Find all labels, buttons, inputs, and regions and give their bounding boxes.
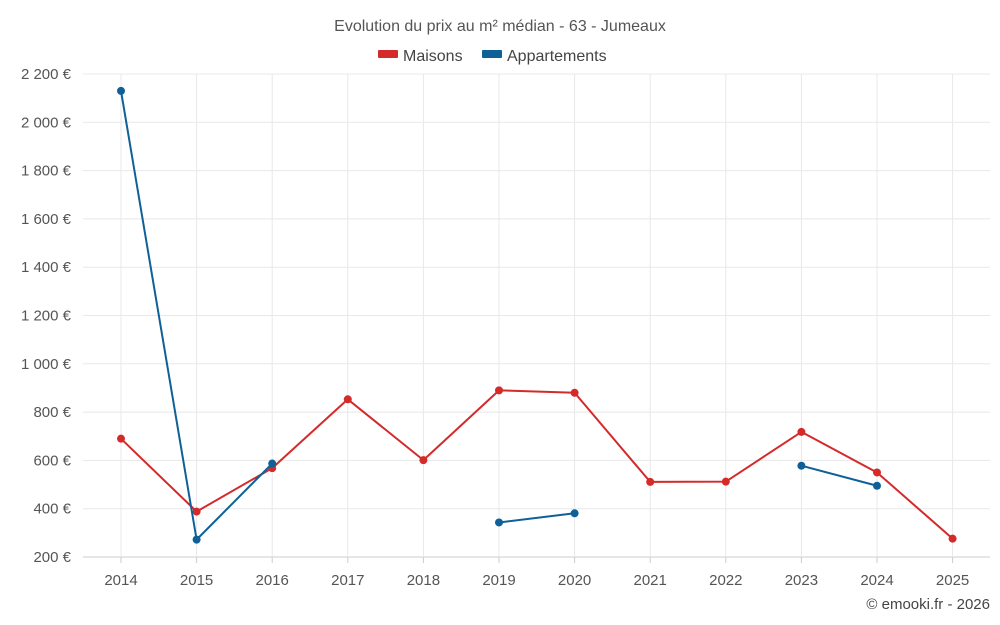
y-tick-label: 800 € — [33, 404, 71, 421]
x-tick-label: 2018 — [407, 572, 440, 589]
y-tick-label: 2 000 € — [21, 114, 72, 131]
data-point-maisons-2017[interactable] — [343, 395, 352, 404]
y-tick-label: 1 400 € — [21, 259, 72, 276]
y-tick-label: 1 000 € — [21, 356, 72, 373]
data-point-maisons-2014[interactable] — [117, 434, 125, 443]
x-tick-label: 2020 — [558, 572, 591, 589]
chart-title: Evolution du prix au m² médian - 63 - Ju… — [334, 18, 666, 35]
y-tick-label: 1 200 € — [21, 308, 72, 325]
data-point-appartements-2019[interactable] — [495, 518, 503, 527]
x-tick-label: 2021 — [634, 572, 667, 589]
y-tick-label: 1 800 € — [21, 163, 72, 180]
x-tick-label: 2022 — [709, 572, 742, 589]
legend-label-maisons: Maisons — [403, 48, 463, 65]
x-tick-label: 2017 — [331, 572, 364, 589]
legend-swatch-maisons — [378, 50, 398, 58]
x-tick-label: 2016 — [256, 572, 289, 589]
data-point-appartements-2014[interactable] — [117, 86, 125, 95]
y-tick-label: 200 € — [33, 549, 71, 566]
data-point-appartements-2015[interactable] — [192, 535, 201, 544]
legend-swatch-appartements — [482, 50, 502, 58]
legend: Maisons Appartements — [378, 48, 607, 65]
data-point-maisons-2020[interactable] — [570, 388, 579, 397]
data-point-maisons-2018[interactable] — [419, 456, 428, 465]
x-tick-label: 2023 — [785, 572, 818, 589]
x-tick-label: 2015 — [180, 572, 213, 589]
x-tick-label: 2025 — [936, 572, 969, 589]
y-tick-label: 600 € — [33, 452, 71, 469]
data-point-appartements-2020[interactable] — [570, 509, 579, 518]
legend-label-appartements: Appartements — [507, 48, 607, 65]
legend-item-appartements[interactable]: Appartements — [482, 48, 607, 65]
x-tick-label: 2014 — [104, 572, 137, 589]
y-tick-label: 1 600 € — [21, 211, 72, 228]
series — [117, 86, 957, 544]
axes: 200 € 400 € 600 € 800 € 1 000 € 1 200 € 1 400 … — [21, 66, 969, 589]
y-tick-label: 400 € — [33, 501, 71, 518]
data-point-maisons-2025[interactable] — [948, 534, 957, 543]
data-point-appartements-2024[interactable] — [873, 481, 881, 490]
x-tick-label: 2019 — [482, 572, 515, 589]
series-line-maisons — [120, 389, 954, 540]
grid — [83, 73, 990, 558]
data-point-maisons-2015[interactable] — [192, 507, 201, 516]
data-point-maisons-2024[interactable] — [873, 468, 881, 477]
x-tick-label: 2024 — [860, 572, 893, 589]
data-point-maisons-2019[interactable] — [495, 386, 503, 395]
legend-item-maisons[interactable]: Maisons — [378, 48, 463, 65]
data-point-maisons-2023[interactable] — [797, 427, 806, 436]
y-tick-label: 2 200 € — [21, 66, 72, 83]
series-appartements — [117, 86, 881, 544]
series-line-appartements — [498, 512, 575, 524]
series-maisons — [117, 386, 957, 543]
data-point-maisons-2021[interactable] — [646, 477, 655, 486]
series-line-appartements — [801, 464, 878, 487]
data-point-appartements-2023[interactable] — [797, 461, 806, 470]
data-point-appartements-2016[interactable] — [268, 459, 277, 468]
credit: © emooki.fr - 2026 — [866, 596, 990, 613]
data-point-maisons-2022[interactable] — [721, 477, 730, 486]
